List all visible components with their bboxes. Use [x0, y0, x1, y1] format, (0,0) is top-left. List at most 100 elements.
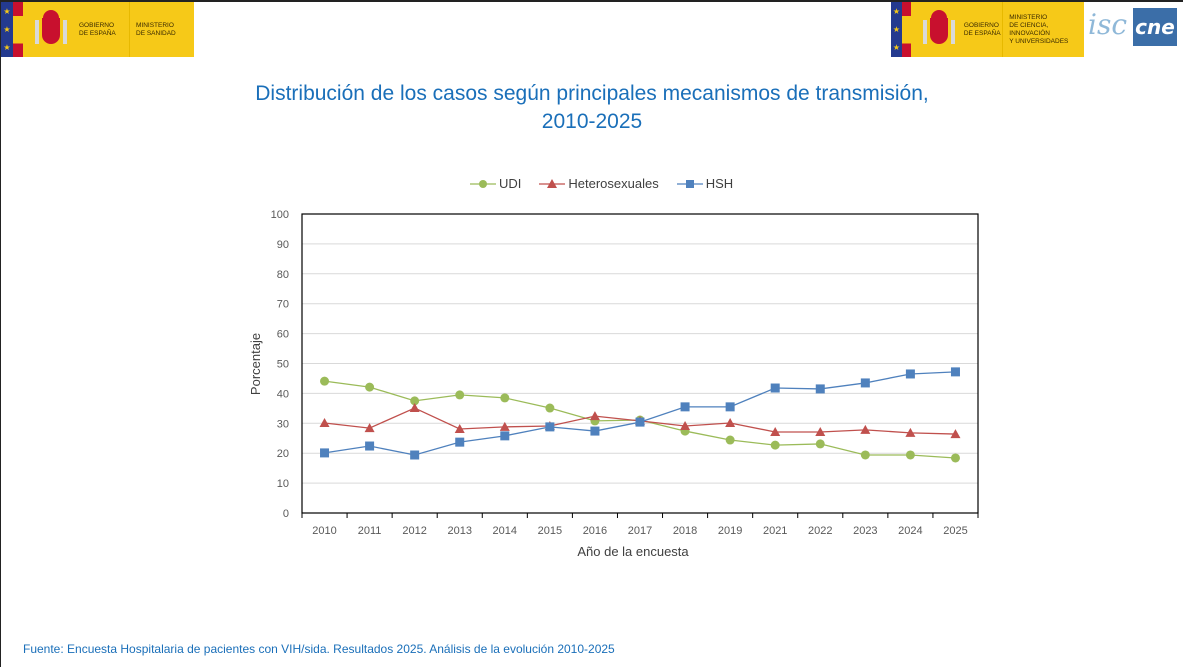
legend-item-hsh: HSH [676, 176, 734, 191]
ministry-line3: Y UNIVERSIDADES [1009, 37, 1069, 45]
data-point-hsh [545, 422, 555, 432]
data-point-udi [815, 439, 825, 449]
coat-of-arms-icon [919, 8, 956, 52]
y-axis-label: Porcentaje [248, 333, 263, 395]
logo-gobierno-ministerio-ciencia: ★ ★ ★ GOBIERNO DE ESPAÑA MINISTERIO DE CIENC… [891, 2, 1084, 57]
chart-title: Distribución de los casos según principa… [0, 80, 1184, 136]
logo-gobierno-ministerio-sanidad: ★ ★ ★ GOBIERNO DE ESPAÑA MINISTERIO DE SANID… [1, 2, 194, 57]
data-point-heterosexuales [725, 418, 736, 428]
data-point-hsh [680, 402, 690, 412]
x-tick-label: 2022 [808, 525, 832, 537]
data-point-udi [320, 376, 330, 386]
legend-marker-triangle-icon [539, 178, 566, 188]
data-point-hsh [725, 402, 735, 412]
y-tick-label: 20 [277, 448, 289, 460]
data-point-hsh [500, 431, 510, 441]
data-point-udi [770, 440, 780, 450]
data-point-heterosexuales [950, 429, 961, 439]
data-point-hsh [860, 378, 870, 388]
data-point-hsh [365, 441, 375, 451]
y-tick-label: 40 [277, 388, 289, 400]
x-tick-label: 2013 [447, 525, 471, 537]
legend-label: UDI [499, 176, 522, 191]
ministry-line2: DE SANIDAD [136, 29, 176, 37]
ministry-line1: MINISTERIO [136, 21, 174, 29]
data-point-heterosexuales [364, 423, 375, 433]
x-tick-label: 2011 [358, 525, 382, 537]
data-point-hsh [635, 417, 645, 427]
legend-label: HSH [705, 176, 734, 191]
y-tick-label: 10 [277, 478, 289, 490]
x-tick-label: 2015 [538, 525, 562, 537]
gov-line1: GOBIERNO [963, 21, 999, 29]
data-point-heterosexuales [454, 423, 465, 433]
x-tick-label: 2017 [628, 525, 652, 537]
gov-line2: DE ESPAÑA [963, 29, 1001, 37]
data-point-heterosexuales [770, 426, 781, 436]
data-point-hsh [950, 367, 960, 377]
x-tick-label: 2024 [898, 525, 922, 537]
logo-divider [129, 2, 130, 57]
legend-marker-circle-icon [470, 179, 496, 188]
data-point-udi [950, 453, 960, 463]
data-point-udi [545, 403, 555, 413]
isciii-logo: isc [1088, 8, 1128, 41]
data-point-udi [905, 450, 915, 460]
y-tick-label: 90 [277, 239, 289, 251]
legend-item-heterosexuales: Heterosexuales [539, 176, 659, 191]
x-tick-label: 2012 [402, 525, 426, 537]
y-tick-label: 80 [277, 269, 289, 281]
ministry-line1: MINISTERIO [1009, 13, 1048, 21]
y-tick-label: 0 [283, 508, 289, 520]
data-point-hsh [770, 383, 780, 393]
series-hsh [320, 367, 960, 460]
data-point-hsh [410, 450, 420, 460]
eu-flag-icon: ★ ★ ★ [891, 2, 902, 57]
x-tick-label: 2018 [673, 525, 697, 537]
chart-title-line1: Distribución de los casos según principa… [255, 82, 929, 105]
x-axis-label: Año de la encuesta [577, 544, 689, 559]
legend-item-udi: UDI [470, 176, 521, 191]
y-tick-label: 70 [277, 299, 289, 311]
data-point-heterosexuales [499, 421, 510, 431]
x-tick-label: 2025 [943, 525, 967, 537]
data-point-hsh [320, 448, 330, 458]
data-point-udi [860, 450, 870, 460]
plot-area-border [301, 213, 979, 514]
y-tick-label: 50 [277, 359, 289, 371]
data-point-heterosexuales [680, 420, 691, 430]
data-point-hsh [455, 437, 465, 447]
gov-line1: GOBIERNO [79, 21, 115, 29]
data-point-udi [500, 393, 510, 403]
x-tick-label: 2021 [763, 525, 787, 537]
chart-legend: UDI Heterosexuales HSH [470, 176, 733, 191]
legend-label: Heterosexuales [568, 176, 659, 191]
x-tick-label: 2010 [312, 525, 336, 537]
x-tick-label: 2014 [493, 525, 517, 537]
coat-of-arms-icon [31, 8, 71, 52]
legend-marker-square-icon [676, 179, 703, 188]
data-point-hsh [590, 426, 600, 436]
spain-flag-icon [902, 2, 912, 57]
x-tick-label: 2016 [583, 525, 607, 537]
gov-line2: DE ESPAÑA [79, 29, 116, 37]
data-point-heterosexuales [905, 427, 916, 437]
data-point-heterosexuales [589, 411, 600, 421]
data-point-udi [455, 390, 465, 400]
data-point-heterosexuales [319, 418, 330, 428]
y-tick-label: 100 [271, 209, 289, 221]
data-point-heterosexuales [815, 426, 826, 436]
data-point-hsh [905, 369, 915, 379]
data-point-heterosexuales [409, 403, 420, 413]
data-point-heterosexuales [860, 424, 871, 434]
y-tick-label: 30 [277, 418, 289, 430]
data-point-hsh [815, 384, 825, 394]
data-point-udi [725, 435, 735, 445]
ministry-line2: DE CIENCIA, INNOVACIÓN [1009, 21, 1050, 37]
data-point-udi [365, 382, 375, 392]
x-tick-label: 2023 [853, 525, 877, 537]
x-tick-label: 2019 [718, 525, 742, 537]
y-tick-label: 60 [277, 329, 289, 341]
